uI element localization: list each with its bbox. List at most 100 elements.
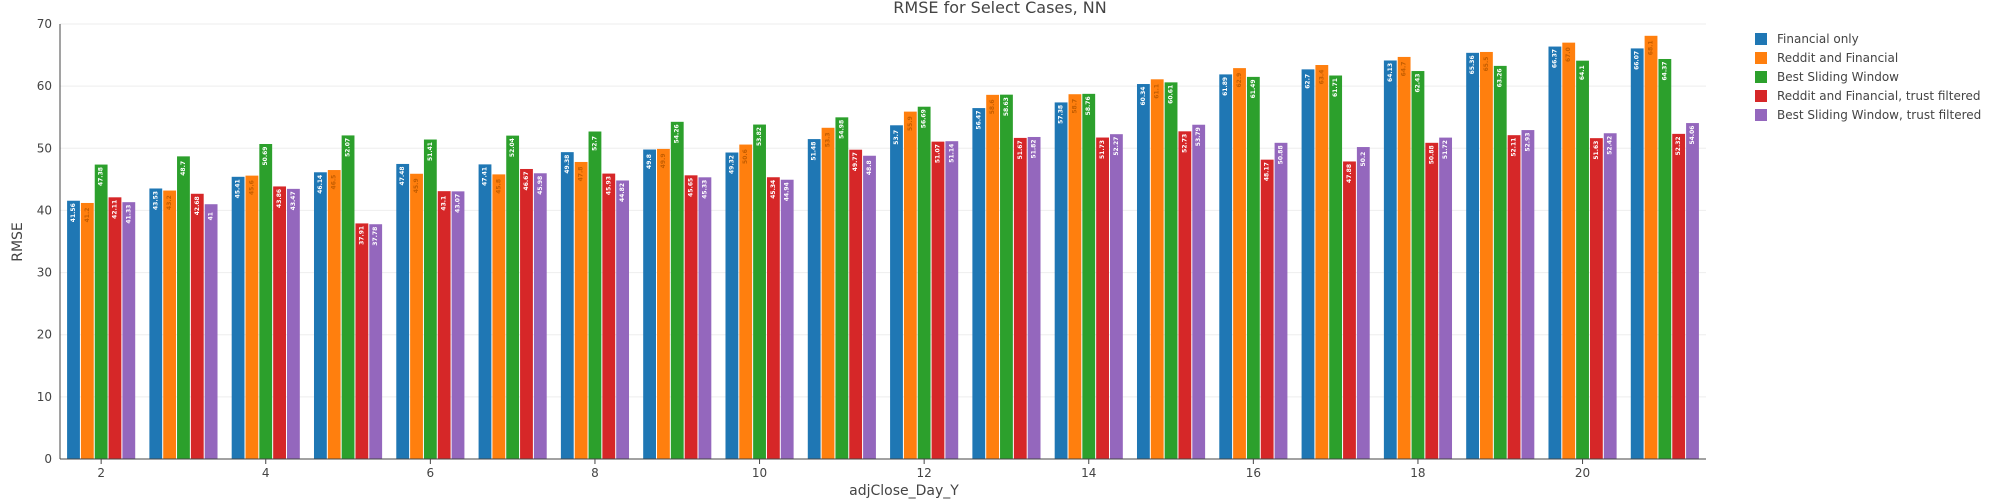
bar-s2-x7 [506, 135, 520, 459]
bar-s0-x11 [807, 139, 821, 460]
bar-s2-x3 [177, 156, 190, 459]
bar-s0-x18 [1383, 60, 1397, 460]
bar-s2-x6 [423, 139, 437, 460]
bar-s0-x5 [313, 172, 327, 459]
bar-s1-x16 [1233, 68, 1246, 459]
bar-s3-x13 [1013, 137, 1027, 460]
bar-label-s4-x8: 44.82 [619, 183, 626, 202]
chart-title: RMSE for Select Cases, NN [893, 0, 1106, 17]
bar-label-s0-x5: 46.14 [317, 175, 324, 194]
bar-label-s3-x6: 43.1 [441, 196, 448, 211]
bar-s0-x17 [1301, 69, 1315, 459]
bar-s4-x14 [1109, 134, 1123, 459]
bar-label-s1-x4: 45.6 [248, 180, 255, 195]
bar-s4-x10 [780, 179, 794, 460]
bar-s3-x19 [1507, 135, 1521, 459]
bar-s3-x12 [931, 141, 945, 460]
bar-label-s2-x7: 52.04 [509, 138, 516, 157]
bar-s0-x10 [725, 152, 739, 460]
x-tick-label-16: 16 [1246, 466, 1261, 480]
bar-label-s3-x20: 51.63 [1593, 141, 1600, 160]
bar-label-s3-x10: 45.34 [770, 180, 777, 199]
bar-label-s2-x12: 56.69 [921, 109, 928, 128]
bar-label-s0-x17: 62.7 [1304, 74, 1311, 89]
y-tick-label-70: 70 [37, 17, 52, 31]
bar-s0-x12 [890, 125, 903, 460]
bar-label-s4-x4: 43.47 [290, 191, 297, 210]
y-tick-label-60: 60 [37, 79, 52, 93]
bar-label-s3-x2: 42.11 [111, 200, 118, 219]
bar-s4-x6 [451, 191, 465, 459]
bar-s3-x16 [1260, 159, 1274, 460]
bar-label-s1-x21: 68.1 [1648, 40, 1655, 55]
x-tick-label-14: 14 [1081, 466, 1096, 480]
bar-s1-x5 [327, 170, 341, 460]
bar-label-s1-x13: 58.6 [989, 99, 996, 114]
bar-s0-x7 [478, 164, 492, 459]
bar-label-s4-x18: 51.72 [1442, 140, 1449, 159]
bar-label-s2-x15: 60.61 [1168, 85, 1175, 104]
bar-label-s0-x21: 66.07 [1634, 51, 1641, 70]
bar-s2-x5 [341, 135, 355, 459]
bar-label-s4-x5: 37.78 [372, 227, 379, 246]
bar-label-s2-x5: 52.07 [345, 138, 352, 157]
bar-s4-x15 [1192, 124, 1206, 459]
bar-s3-x4 [273, 186, 286, 460]
bar-label-s4-x17: 50.2 [1360, 152, 1367, 167]
bar-label-s3-x5: 37.91 [358, 226, 365, 245]
bar-label-s4-x10: 44.94 [784, 182, 791, 201]
bar-label-s4-x19: 52.93 [1524, 133, 1531, 152]
bar-label-s1-x12: 55.9 [907, 116, 914, 131]
legend: Financial only Reddit and Financial Best S… [1755, 32, 1981, 122]
bar-label-s4-x6: 43.07 [455, 194, 462, 213]
bar-s3-x9 [684, 175, 698, 459]
bar-label-s3-x7: 46.67 [523, 171, 530, 190]
bar-label-s3-x15: 52.73 [1181, 134, 1188, 153]
bar-s2-x18 [1411, 71, 1425, 459]
bar-label-s2-x11: 54.98 [838, 120, 845, 139]
bar-s3-x21 [1672, 133, 1686, 459]
bar-label-s4-x11: 48.8 [866, 160, 873, 175]
bar-s2-x10 [753, 124, 766, 459]
bars [67, 35, 1699, 460]
bar-s1-x6 [410, 173, 423, 459]
bar-label-s0-x10: 49.32 [728, 155, 735, 174]
bar-label-s1-x5: 46.5 [331, 175, 338, 190]
bar-label-s3-x19: 52.11 [1511, 138, 1518, 157]
bar-label-s3-x4: 43.86 [276, 189, 283, 208]
bar-s1-x17 [1315, 65, 1329, 459]
bar-label-s2-x16: 61.49 [1250, 79, 1257, 98]
bar-label-s2-x20: 64.1 [1579, 65, 1586, 80]
bar-label-s3-x18: 50.88 [1428, 145, 1435, 164]
legend-swatch-4 [1755, 109, 1767, 121]
bar-s0-x19 [1466, 52, 1480, 459]
bar-s3-x14 [1096, 137, 1109, 459]
bar-label-s4-x14: 52.27 [1113, 137, 1120, 156]
bar-label-s0-x6: 47.48 [399, 166, 406, 185]
bar-s2-x15 [1164, 82, 1178, 459]
bar-s0-x16 [1219, 74, 1233, 459]
x-tick-label-6: 6 [427, 466, 435, 480]
bar-s2-x21 [1658, 58, 1672, 460]
bar-label-s4-x9: 45.33 [701, 180, 708, 199]
bar-s4-x9 [698, 177, 712, 459]
bar-s0-x2 [67, 200, 80, 459]
y-tick-label-20: 20 [37, 328, 52, 342]
bar-label-s0-x8: 49.38 [564, 155, 571, 174]
bar-s1-x13 [986, 94, 1000, 459]
bar-label-s2-x2: 47.38 [98, 167, 105, 186]
bar-label-s1-x20: 67.0 [1565, 47, 1572, 62]
bar-label-s2-x10: 53.82 [756, 127, 763, 146]
bar-label-s1-x18: 64.7 [1401, 62, 1408, 77]
x-axis-title: adjClose_Day_Y [849, 483, 959, 499]
bar-label-s4-x12: 51.14 [948, 144, 955, 163]
bar-label-s3-x11: 49.77 [852, 152, 859, 171]
bar-label-s0-x11: 51.48 [811, 142, 818, 161]
bar-s2-x17 [1329, 75, 1343, 460]
bar-label-s0-x9: 49.8 [646, 154, 653, 169]
bar-s1-x12 [903, 111, 917, 459]
bar-s0-x9 [643, 149, 657, 459]
bar-label-s0-x14: 57.38 [1058, 105, 1065, 124]
x-tick-label-20: 20 [1575, 466, 1590, 480]
